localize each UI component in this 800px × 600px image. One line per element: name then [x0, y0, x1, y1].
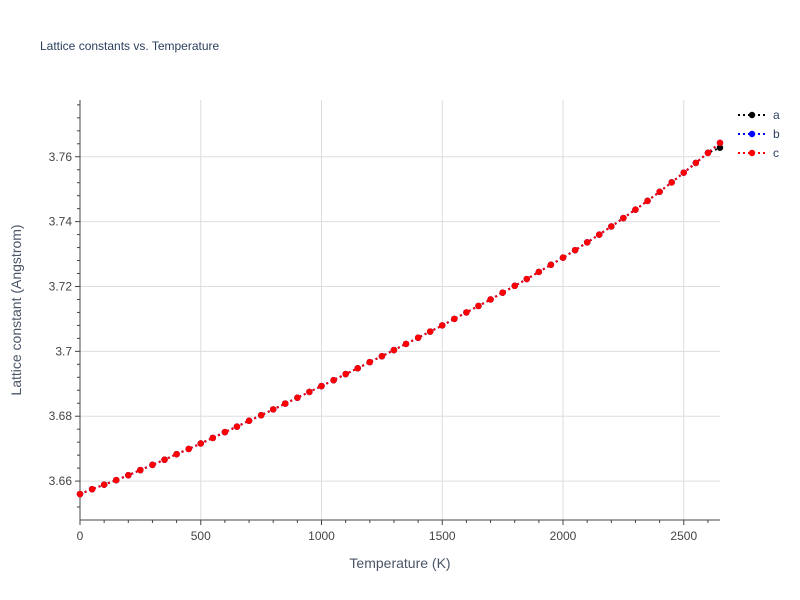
legend-label: b	[773, 127, 780, 141]
x-tick-label: 1500	[429, 529, 456, 543]
y-tick-label: 3.66	[49, 474, 73, 488]
x-axis-title: Temperature (K)	[349, 555, 450, 571]
data-point-c	[390, 346, 398, 354]
data-point-c	[88, 485, 96, 493]
x-tick-label: 1000	[308, 529, 335, 543]
data-point-c	[414, 334, 422, 341]
legend-item-b[interactable]: b	[738, 127, 780, 141]
data-point-c	[511, 282, 518, 290]
data-point-c	[644, 197, 651, 205]
legend[interactable]: abc	[738, 108, 780, 160]
data-point-c	[173, 450, 180, 458]
data-point-c	[209, 434, 217, 442]
data-point-c	[245, 417, 253, 424]
data-point-c	[656, 188, 663, 195]
legend-marker	[748, 149, 756, 157]
data-point-c	[306, 388, 313, 396]
data-point-c	[100, 481, 108, 488]
series-lines	[76, 139, 724, 498]
grid	[80, 100, 720, 520]
data-point-c	[596, 231, 603, 238]
data-point-c	[366, 358, 374, 366]
data-point-c	[342, 370, 349, 378]
data-point-c	[113, 476, 120, 484]
data-point-c	[680, 169, 687, 176]
data-point-c	[523, 275, 530, 283]
data-point-c	[487, 296, 494, 303]
data-point-c	[559, 254, 567, 261]
data-point-c	[294, 394, 301, 401]
y-tick-label: 3.68	[49, 409, 73, 423]
data-point-c	[571, 246, 579, 254]
data-point-c	[270, 406, 277, 413]
chart-title: Lattice constants vs. Temperature	[40, 39, 220, 53]
data-point-c	[125, 472, 132, 479]
x-tick-label: 500	[191, 529, 211, 543]
data-point-a	[716, 144, 724, 151]
x-tick-label: 0	[77, 529, 84, 543]
x-tick-label: 2000	[550, 529, 577, 543]
data-point-c	[221, 428, 229, 436]
data-point-c	[354, 365, 361, 372]
y-tick-label: 3.76	[49, 150, 73, 164]
data-point-c	[149, 461, 156, 469]
data-point-c	[475, 302, 482, 310]
legend-item-c[interactable]: c	[738, 146, 779, 160]
data-point-c	[378, 353, 386, 360]
y-tick-label: 3.74	[49, 215, 73, 229]
legend-label: c	[773, 146, 779, 160]
data-point-c	[282, 400, 289, 407]
legend-label: a	[773, 108, 780, 122]
data-point-c	[197, 440, 204, 447]
data-point-c	[692, 159, 700, 167]
legend-marker	[748, 130, 756, 138]
data-point-c	[257, 412, 265, 419]
data-point-c	[76, 490, 84, 498]
data-point-c	[137, 466, 144, 474]
data-point-c	[608, 223, 615, 230]
data-point-c	[233, 423, 241, 430]
series-c	[76, 139, 724, 498]
data-point-c	[632, 206, 639, 213]
data-point-c	[402, 340, 410, 348]
data-point-c	[330, 377, 337, 384]
legend-marker	[748, 111, 756, 119]
data-point-c	[620, 214, 627, 222]
data-point-c	[668, 179, 675, 186]
tick-labels: 0 500 1000 1500 2000 2500 3.66 3.68 3.7 3.72 3.74 3…	[49, 150, 698, 543]
data-point-c	[463, 309, 470, 316]
data-point-c	[583, 239, 591, 246]
y-tick-label: 3.7	[55, 344, 72, 358]
y-tick-label: 3.72	[49, 279, 73, 293]
data-point-c	[547, 261, 555, 268]
data-point-c	[499, 289, 506, 296]
data-point-c	[318, 382, 325, 390]
data-point-c	[161, 456, 168, 463]
data-point-c	[185, 445, 192, 453]
data-point-c	[439, 322, 446, 329]
data-point-c	[716, 139, 724, 147]
data-point-c	[535, 268, 543, 276]
legend-item-a[interactable]: a	[738, 108, 780, 122]
data-point-c	[704, 149, 712, 157]
x-tick-label: 2500	[670, 529, 697, 543]
data-point-c	[426, 328, 434, 335]
axes	[75, 100, 720, 525]
y-axis-title: Lattice constant (Angstrom)	[8, 224, 24, 395]
data-point-c	[451, 315, 458, 323]
